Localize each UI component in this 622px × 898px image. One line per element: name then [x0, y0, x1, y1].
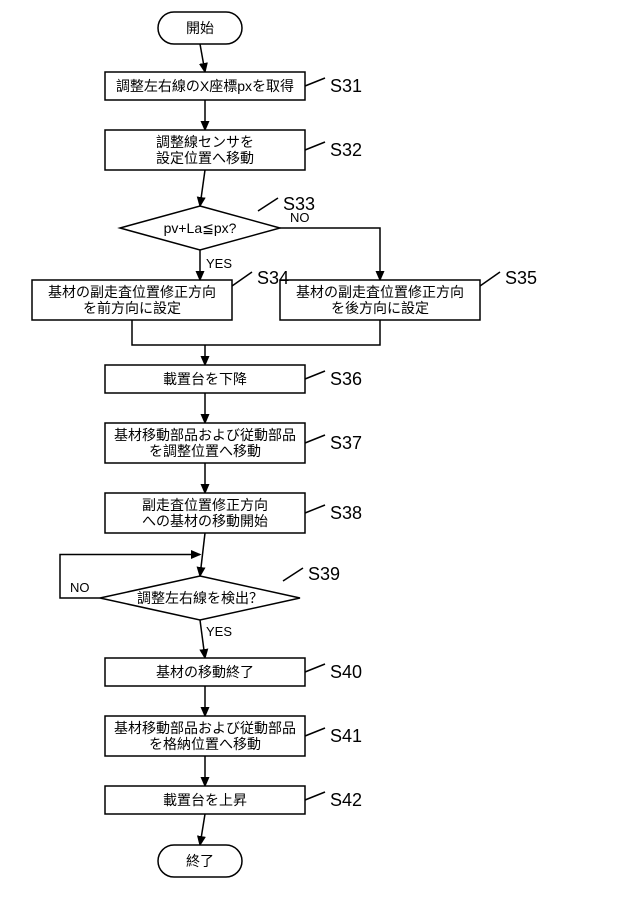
- edge-start-s31: [200, 44, 205, 72]
- leader-s34: [232, 272, 252, 286]
- process-s38-line1: への基材の移動開始: [142, 513, 268, 529]
- decision-s39: 調整左右線を検出？: [100, 576, 300, 620]
- edge-s39-yes: [200, 620, 205, 658]
- process-s40-line0: 基材の移動終了: [156, 664, 254, 680]
- leader-s41: [305, 728, 325, 736]
- s39-yes-label: YES: [206, 624, 232, 639]
- process-s37-line1: を調整位置へ移動: [149, 443, 261, 459]
- edge-s33-no: [280, 228, 380, 280]
- leader-s36: [305, 371, 325, 379]
- process-s38-line0: 副走査位置修正方向: [142, 497, 268, 513]
- s33-yes-label: YES: [206, 256, 232, 271]
- leader-s31: [305, 78, 325, 86]
- process-s35: 基材の副走査位置修正方向を後方向に設定: [280, 280, 480, 320]
- leader-s40: [305, 664, 325, 672]
- leader-s35: [480, 272, 500, 286]
- decision-s33: pv+La≦px?: [120, 206, 280, 250]
- decision-s33-text: pv+La≦px?: [164, 220, 237, 236]
- edge-s42-end: [200, 814, 205, 845]
- edge-s34-merge: [132, 320, 205, 345]
- leader-s33: [258, 198, 278, 211]
- process-s42-line0: 載置台を上昇: [163, 792, 247, 808]
- label-s40: S40: [330, 662, 362, 682]
- process-s41: 基材移動部品および従動部品を格納位置へ移動: [105, 716, 305, 756]
- label-s42: S42: [330, 790, 362, 810]
- label-s38: S38: [330, 503, 362, 523]
- process-s32-line0: 調整線センサを: [156, 134, 254, 150]
- leader-s39: [283, 568, 303, 581]
- terminal-start-text: 開始: [186, 20, 214, 36]
- edge-s35-merge: [205, 320, 380, 345]
- process-s34: 基材の副走査位置修正方向を前方向に設定: [32, 280, 232, 320]
- process-s41-line1: を格納位置へ移動: [149, 736, 261, 752]
- process-s42: 載置台を上昇: [105, 786, 305, 814]
- terminal-end: 終了: [158, 845, 242, 877]
- label-s32: S32: [330, 140, 362, 160]
- process-s31-line0: 調整左右線のX座標pxを取得: [116, 78, 294, 94]
- process-s36: 載置台を下降: [105, 365, 305, 393]
- decision-s39-text: 調整左右線を検出？: [137, 590, 263, 606]
- process-s32-line1: 設定位置へ移動: [156, 150, 254, 166]
- label-s41: S41: [330, 726, 362, 746]
- process-s36-line0: 載置台を下降: [163, 371, 247, 387]
- process-s37-line0: 基材移動部品および従動部品: [114, 427, 296, 443]
- process-s37: 基材移動部品および従動部品を調整位置へ移動: [105, 423, 305, 463]
- label-s39: S39: [308, 564, 340, 584]
- process-s35-line0: 基材の副走査位置修正方向: [296, 284, 464, 300]
- edge-s32-s33: [200, 170, 205, 206]
- label-s33: S33: [283, 194, 315, 214]
- leader-s37: [305, 435, 325, 443]
- process-s31: 調整左右線のX座標pxを取得: [105, 72, 305, 100]
- leader-s32: [305, 142, 325, 150]
- label-s37: S37: [330, 433, 362, 453]
- label-s34: S34: [257, 268, 289, 288]
- process-s35-line1: を後方向に設定: [331, 300, 429, 316]
- s39-no-label: NO: [70, 580, 90, 595]
- process-s34-line1: を前方向に設定: [83, 300, 181, 316]
- leader-s42: [305, 792, 325, 800]
- process-s38: 副走査位置修正方向への基材の移動開始: [105, 493, 305, 533]
- leader-s38: [305, 505, 325, 513]
- edge-s38-s39: [200, 533, 205, 576]
- process-s41-line0: 基材移動部品および従動部品: [114, 720, 296, 736]
- label-s36: S36: [330, 369, 362, 389]
- process-s32: 調整線センサを設定位置へ移動: [105, 130, 305, 170]
- process-s34-line0: 基材の副走査位置修正方向: [48, 284, 216, 300]
- label-s35: S35: [505, 268, 537, 288]
- label-s31: S31: [330, 76, 362, 96]
- terminal-end-text: 終了: [186, 853, 214, 869]
- process-s40: 基材の移動終了: [105, 658, 305, 686]
- flowchart: 開始終了調整左右線のX座標pxを取得調整線センサを設定位置へ移動基材の副走査位置…: [0, 0, 622, 898]
- terminal-start: 開始: [158, 12, 242, 44]
